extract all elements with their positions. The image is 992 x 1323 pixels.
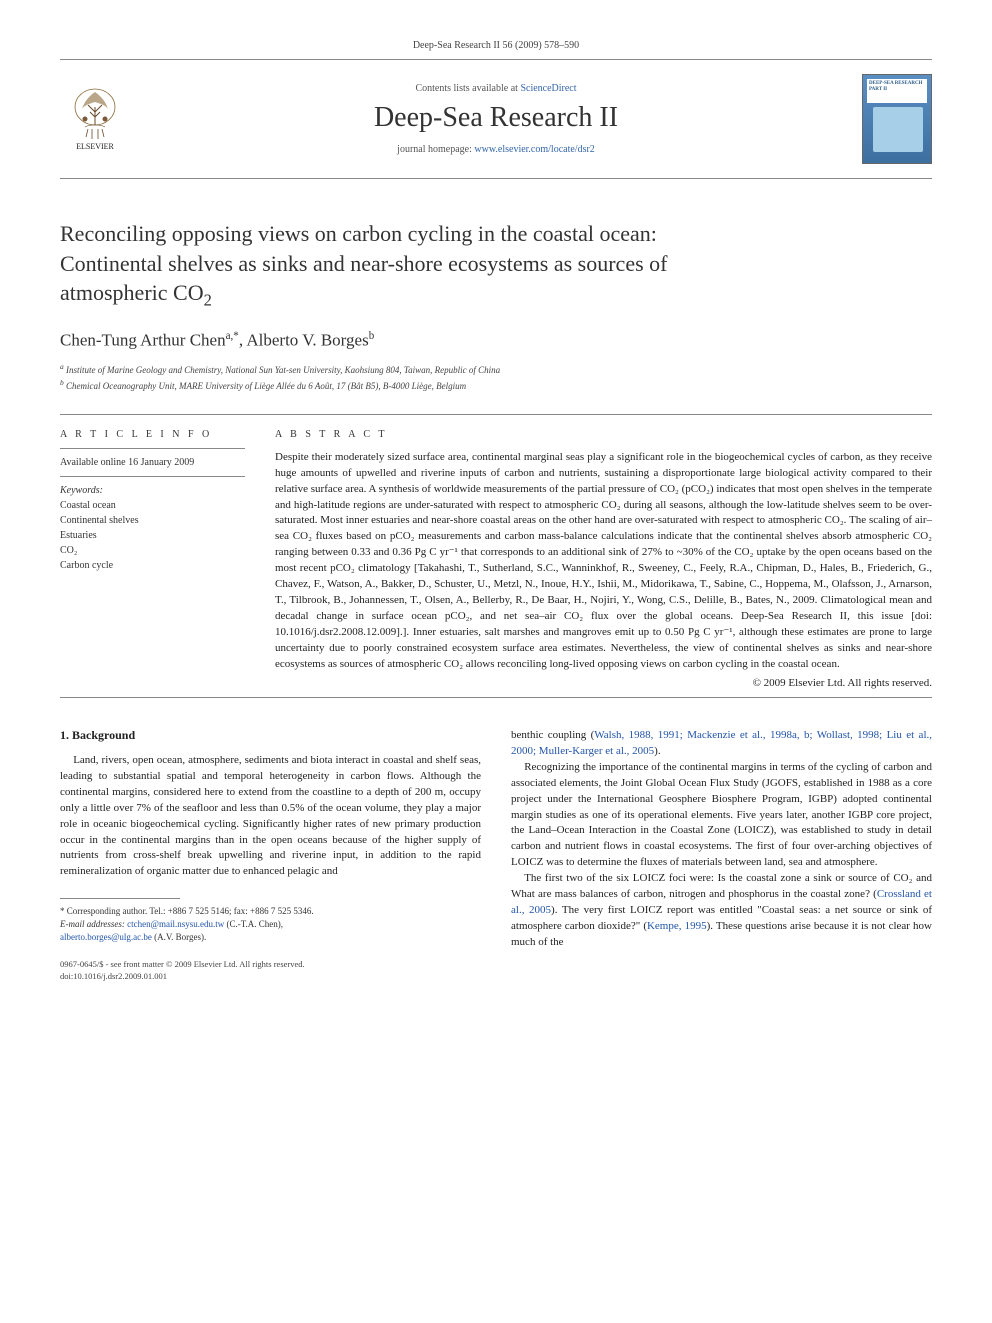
contents-available-line: Contents lists available at ScienceDirec… bbox=[130, 83, 862, 94]
author-1-name: Chen-Tung Arthur Chen bbox=[60, 331, 226, 350]
body-paragraph: Recognizing the importance of the contin… bbox=[511, 760, 932, 872]
body-text-span: ). bbox=[654, 745, 660, 757]
body-paragraph: benthic coupling (Walsh, 1988, 1991; Mac… bbox=[511, 728, 932, 760]
cover-title-text: DEEP-SEA RESEARCH PART II bbox=[869, 81, 925, 92]
keywords-label: Keywords: bbox=[60, 483, 245, 498]
available-online-date: Available online 16 January 2009 bbox=[60, 455, 245, 470]
right-column: benthic coupling (Walsh, 1988, 1991; Mac… bbox=[511, 728, 932, 983]
journal-cover-thumbnail: DEEP-SEA RESEARCH PART II bbox=[862, 74, 932, 164]
section-number: 1. bbox=[60, 728, 69, 742]
info-divider-1 bbox=[60, 448, 245, 449]
authors-line: Chen-Tung Arthur Chena,*, Alberto V. Bor… bbox=[60, 330, 932, 351]
elsevier-logo: ELSEVIER bbox=[60, 87, 130, 151]
email-label: E-mail addresses: bbox=[60, 919, 127, 929]
abstract-block: A B S T R A C T Despite their moderately… bbox=[275, 429, 932, 689]
keyword-item: CO₂ bbox=[60, 543, 245, 558]
journal-reference: Deep-Sea Research II 56 (2009) 578–590 bbox=[60, 40, 932, 51]
email-1-name: (C.-T.A. Chen), bbox=[224, 919, 283, 929]
title-line-3-pre: atmospheric CO bbox=[60, 280, 204, 305]
author-2-affil-sup: b bbox=[369, 330, 375, 342]
page-footer: 0967-0645/$ - see front matter © 2009 El… bbox=[60, 959, 481, 983]
keyword-item: Carbon cycle bbox=[60, 558, 245, 573]
affiliation-b: Chemical Oceanography Unit, MARE Univers… bbox=[66, 381, 466, 391]
body-paragraph: Land, rivers, open ocean, atmosphere, se… bbox=[60, 753, 481, 881]
abstract-heading: A B S T R A C T bbox=[275, 429, 932, 440]
info-divider-2 bbox=[60, 476, 245, 477]
affiliations: a Institute of Marine Geology and Chemis… bbox=[60, 361, 932, 394]
title-line-2: Continental shelves as sinks and near-sh… bbox=[60, 251, 667, 276]
citation-link[interactable]: Kempe, 1995 bbox=[647, 920, 707, 932]
homepage-prefix: journal homepage: bbox=[397, 144, 474, 155]
body-text-span: benthic coupling ( bbox=[511, 729, 594, 741]
keyword-item: Continental shelves bbox=[60, 513, 245, 528]
doi-line: doi:10.1016/j.dsr2.2009.01.001 bbox=[60, 971, 481, 983]
body-text-span: The first two of the six LOICZ foci were… bbox=[511, 872, 932, 900]
affiliation-a: Institute of Marine Geology and Chemistr… bbox=[66, 365, 500, 375]
divider-bottom bbox=[60, 697, 932, 698]
title-line-1: Reconciling opposing views on carbon cyc… bbox=[60, 221, 657, 246]
sciencedirect-link[interactable]: ScienceDirect bbox=[520, 83, 576, 94]
author-2-name: , Alberto V. Borges bbox=[239, 331, 369, 350]
author-email-link[interactable]: alberto.borges@ulg.ac.be bbox=[60, 932, 152, 942]
body-columns: 1. Background Land, rivers, open ocean, … bbox=[60, 728, 932, 983]
corresponding-author-note: * Corresponding author. Tel.: +886 7 525… bbox=[60, 905, 481, 918]
left-column: 1. Background Land, rivers, open ocean, … bbox=[60, 728, 481, 983]
journal-name: Deep-Sea Research II bbox=[130, 102, 862, 134]
section-title: Background bbox=[72, 728, 135, 742]
author-email-link[interactable]: ctchen@mail.nsysu.edu.tw bbox=[127, 919, 224, 929]
body-paragraph: The first two of the six LOICZ foci were… bbox=[511, 871, 932, 951]
keyword-item: Coastal ocean bbox=[60, 498, 245, 513]
keyword-item: Estuaries bbox=[60, 528, 245, 543]
journal-header: ELSEVIER Contents lists available at Sci… bbox=[60, 59, 932, 179]
article-title: Reconciling opposing views on carbon cyc… bbox=[60, 219, 932, 312]
section-heading: 1. Background bbox=[60, 728, 481, 743]
divider-top bbox=[60, 414, 932, 415]
footnote-block: * Corresponding author. Tel.: +886 7 525… bbox=[60, 905, 481, 943]
footnote-separator bbox=[60, 898, 180, 899]
email-2-name: (A.V. Borges). bbox=[152, 932, 206, 942]
article-info-block: A R T I C L E I N F O Available online 1… bbox=[60, 429, 245, 689]
issn-line: 0967-0645/$ - see front matter © 2009 El… bbox=[60, 959, 481, 971]
article-info-heading: A R T I C L E I N F O bbox=[60, 429, 245, 440]
abstract-copyright: © 2009 Elsevier Ltd. All rights reserved… bbox=[275, 677, 932, 689]
title-co2-subscript: 2 bbox=[204, 291, 212, 310]
elsevier-label: ELSEVIER bbox=[76, 142, 114, 151]
contents-prefix: Contents lists available at bbox=[415, 83, 520, 94]
elsevier-tree-icon bbox=[70, 87, 120, 142]
homepage-line: journal homepage: www.elsevier.com/locat… bbox=[130, 144, 862, 155]
homepage-url-link[interactable]: www.elsevier.com/locate/dsr2 bbox=[474, 144, 594, 155]
abstract-text: Despite their moderately sized surface a… bbox=[275, 450, 932, 673]
